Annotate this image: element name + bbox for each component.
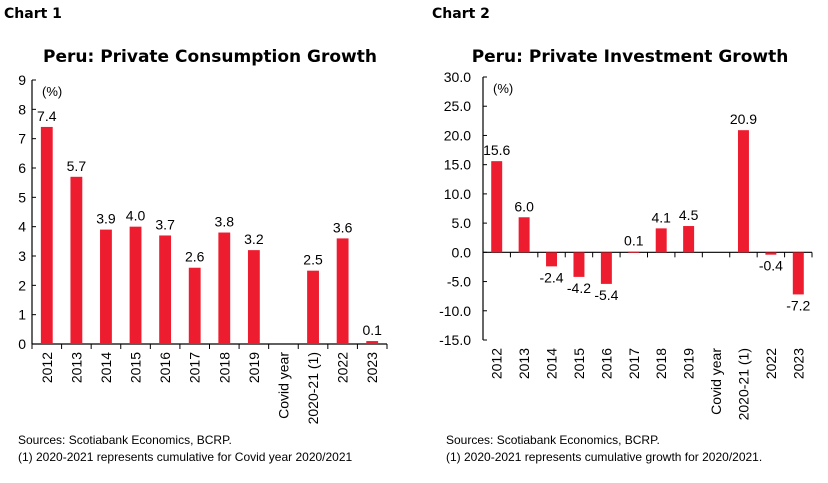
chart-2-bar: [765, 252, 777, 255]
chart-2-data-label: 4.1: [651, 209, 671, 225]
chart-2-y-tick-label: 30.0: [444, 69, 471, 85]
chart-1-x-tick-label: 2018: [216, 352, 232, 383]
chart-2-x-tick-label: 2015: [571, 348, 587, 379]
chart-2-bar: [737, 130, 749, 253]
chart-2-x-tick-label: 2013: [516, 348, 532, 379]
chart-1-y-tick-label: 4: [18, 219, 26, 235]
chart-2-x-tick-label: 2022: [763, 348, 779, 379]
chart-1-bar: [366, 341, 379, 344]
chart-1-x-tick-label: 2016: [157, 352, 173, 383]
chart-1-y-tick-label: 7: [18, 131, 26, 147]
chart-1-data-label: 2.5: [303, 252, 323, 268]
chart-2-x-tick-label: 2014: [544, 348, 560, 379]
chart-2-unit-label: (%): [493, 81, 513, 96]
chart-1-bar: [40, 126, 53, 344]
chart-2-y-tick-label: 15.0: [444, 157, 471, 173]
chart-1-source-note: Sources: Scotiabank Economics, BCRP.: [18, 433, 232, 447]
chart-2-y-tick-label: -10.0: [439, 303, 471, 319]
chart-2-footnote: (1) 2020-2021 represents cumulative grow…: [446, 450, 763, 464]
chart-1-bar: [100, 229, 112, 344]
chart-2-data-label: -0.4: [759, 258, 783, 274]
chart-1-x-tick-label: Covid year: [275, 352, 291, 419]
chart-1-bar: [159, 235, 172, 344]
chart-2-x-tick-label: 2023: [790, 348, 806, 379]
chart-1-y-tick-label: 8: [18, 101, 26, 117]
chart-1-y-tick-label: 9: [18, 72, 26, 88]
chart-1-bar: [247, 250, 260, 344]
chart-2-y-tick-label: 25.0: [444, 98, 471, 114]
chart-2-bar: [600, 252, 612, 284]
chart-1-x-tick-label: 2014: [98, 352, 114, 383]
chart-1-bar: [70, 176, 83, 344]
chart-2-y-tick-label: 10.0: [444, 186, 471, 202]
chart-2-bar: [628, 251, 640, 253]
chart-1-data-label: 3.6: [333, 219, 353, 235]
chart-2-data-label: -5.4: [594, 287, 618, 303]
chart-2-y-tick-label: -15.0: [439, 332, 471, 348]
chart-2-x-tick-label: Covid year: [708, 348, 724, 415]
chart-2-data-label: -4.2: [567, 280, 591, 296]
chart-1-data-label: 3.8: [215, 214, 235, 230]
chart-2-x-tick-label: 2012: [489, 348, 505, 379]
chart-1-bar: [307, 270, 319, 344]
chart-1-data-label: 3.2: [244, 231, 264, 247]
chart-2-x-tick-label: 2019: [681, 348, 697, 379]
chart-1-data-label: 3.9: [96, 211, 116, 227]
chart-1-footnote: (1) 2020-2021 represents cumulative for …: [18, 450, 353, 464]
chart-2-data-label: 15.6: [483, 142, 510, 158]
chart-2-source-note: Sources: Scotiabank Economics, BCRP.: [446, 433, 660, 447]
chart-2-x-tick-label: 2016: [598, 348, 614, 379]
chart-1-y-tick-label: 6: [18, 160, 26, 176]
chart-2-data-label: 6.0: [514, 198, 534, 214]
chart-1-y-tick-label: 2: [18, 277, 26, 293]
chart-1-x-tick-label: 2020-21 (1): [305, 352, 321, 424]
chart-2-title: Peru: Private Investment Growth: [472, 47, 789, 67]
chart-2-data-label: 0.1: [624, 233, 644, 249]
chart-2-data-label: 4.5: [679, 207, 699, 223]
chart-1-bar: [336, 238, 349, 344]
chart-1-unit-label: (%): [42, 84, 62, 99]
chart-2-data-label: -7.2: [786, 297, 810, 313]
chart-2-bar: [792, 252, 804, 295]
chart-2-data-label: 20.9: [730, 111, 757, 127]
chart-1-label: Chart 1: [4, 6, 62, 22]
chart-1-data-label: 4.0: [126, 208, 146, 224]
chart-1-title: Peru: Private Consumption Growth: [43, 47, 377, 67]
chart-1-bar: [188, 267, 201, 344]
chart-2-bar: [546, 252, 558, 267]
chart-1-x-tick-label: 2019: [246, 352, 262, 383]
chart-2-bar: [491, 161, 503, 253]
chart-2-bar: [655, 228, 667, 253]
chart-2-y-tick-label: -5.0: [447, 274, 471, 290]
chart-2-y-tick-label: 0.0: [452, 244, 472, 260]
chart-2-label: Chart 2: [432, 6, 490, 22]
chart-1-data-label: 0.1: [362, 322, 382, 338]
chart-2-data-label: -2.4: [539, 269, 563, 285]
chart-1-bar: [218, 232, 231, 344]
chart-1-x-tick-label: 2012: [39, 352, 55, 383]
chart-1-data-label: 5.7: [67, 158, 87, 174]
chart-1-data-label: 3.7: [155, 216, 175, 232]
chart-2-x-tick-label: 2020-21 (1): [735, 348, 751, 420]
chart-1-y-tick-label: 0: [18, 336, 26, 352]
chart-1-x-tick-label: 2017: [187, 352, 203, 383]
chart-1-data-label: 2.6: [185, 249, 205, 265]
chart-2-x-tick-label: 2018: [653, 348, 669, 379]
chart-1-bar: [129, 226, 142, 344]
chart-1-y-tick-label: 3: [18, 248, 26, 264]
chart-1-data-label: 7.4: [37, 108, 57, 124]
chart-2-y-tick-label: 20.0: [444, 127, 471, 143]
chart-1-x-tick-label: 2023: [364, 352, 380, 383]
chart-2-bar: [683, 226, 695, 253]
chart-1-x-tick-label: 2013: [68, 352, 84, 383]
chart-1-x-tick-label: 2015: [128, 352, 144, 383]
chart-2-bar: [573, 252, 585, 277]
chart-2-y-tick-label: 5.0: [452, 215, 472, 231]
chart-2-bar: [518, 217, 530, 253]
chart-1-y-tick-label: 1: [18, 307, 26, 323]
chart-2-x-tick-label: 2017: [626, 348, 642, 379]
chart-1-y-tick-label: 5: [18, 189, 26, 205]
chart-1-x-tick-label: 2022: [335, 352, 351, 383]
